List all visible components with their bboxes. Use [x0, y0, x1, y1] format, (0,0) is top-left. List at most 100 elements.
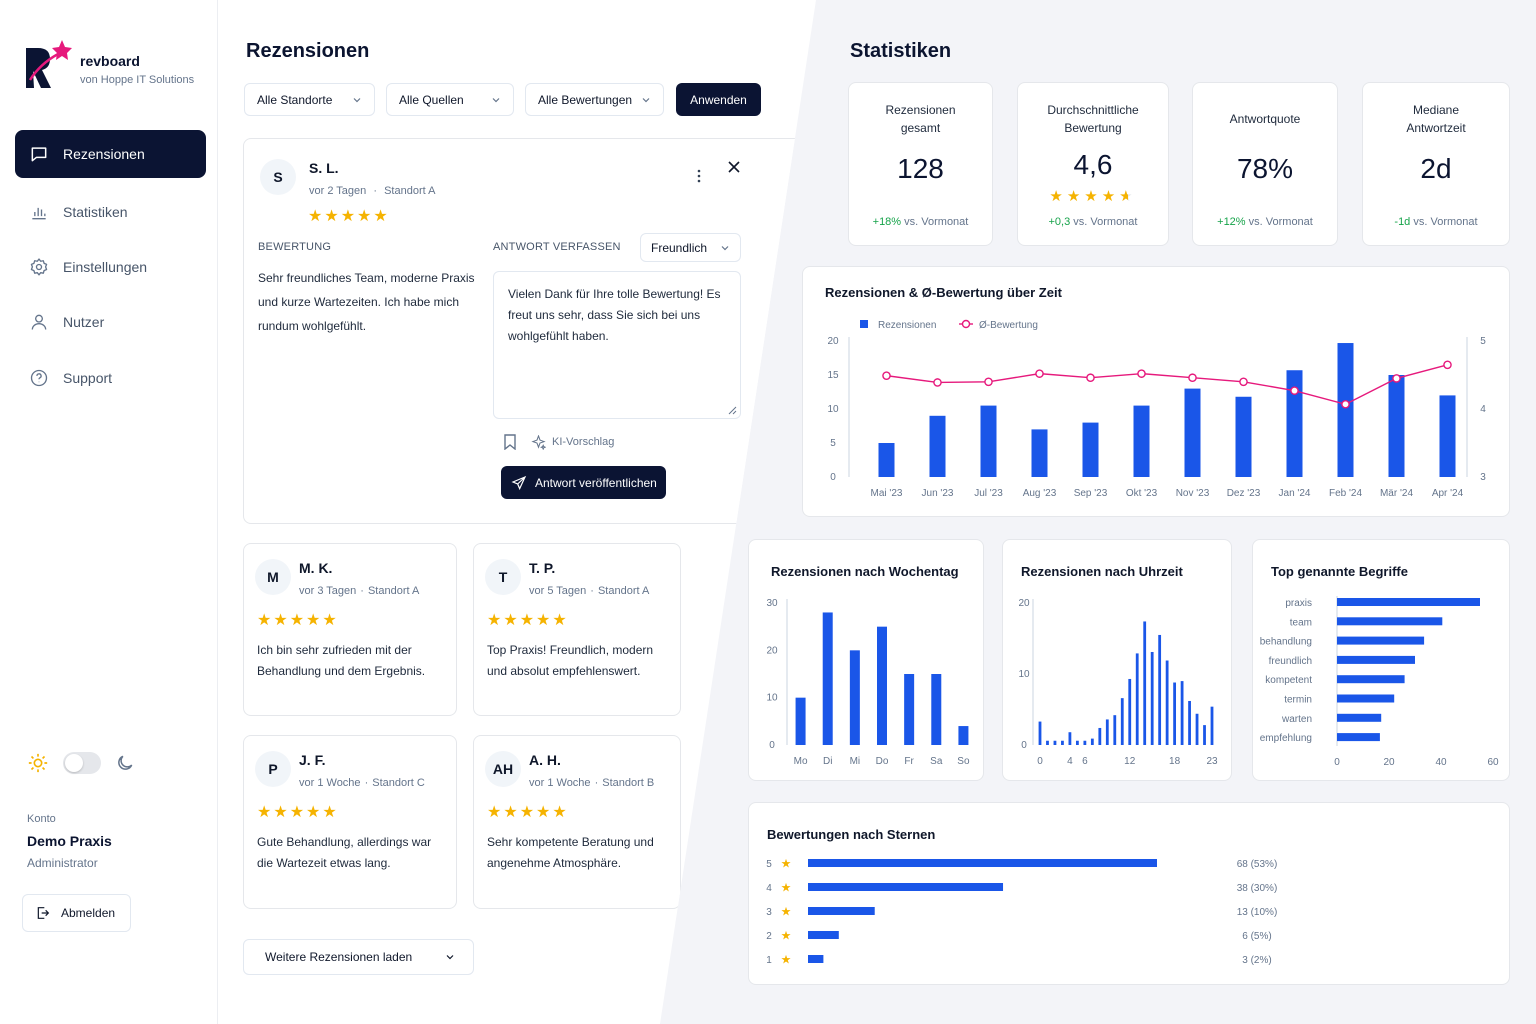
- bar: [929, 415, 946, 477]
- bar: [1337, 636, 1425, 645]
- kpi-delta: -1d vs. Vormonat: [1394, 216, 1478, 228]
- more-vertical-icon[interactable]: [692, 168, 706, 184]
- data-label: 38 (30%): [1237, 883, 1278, 894]
- y2-tick-label: 4: [1480, 404, 1486, 415]
- reply-textarea[interactable]: Vielen Dank für Ihre tolle Bewertung! Es…: [493, 271, 741, 419]
- bar: [1439, 395, 1456, 477]
- tone-select[interactable]: Freundlich: [640, 233, 741, 262]
- resize-handle-icon[interactable]: [728, 406, 737, 415]
- rating-filter[interactable]: Alle Bewertungen: [525, 83, 664, 116]
- bar: [931, 674, 942, 745]
- nav-item-nutzer[interactable]: Nutzer: [15, 298, 206, 346]
- y-tick-label: 0: [1021, 740, 1027, 751]
- kpi-label: Rezensionen gesamt: [885, 103, 956, 135]
- review-location: Standort A: [367, 585, 420, 597]
- bar: [1210, 706, 1214, 745]
- kpi-card-response-rate: Antwortquote 78% +12% vs. Vormonat: [1192, 82, 1338, 246]
- bar: [1337, 655, 1415, 664]
- bar: [849, 650, 860, 745]
- review-meta: vor 5 Tagen · Standort A: [529, 585, 650, 597]
- review-text: Top Praxis! Freundlich, modern und absol…: [487, 643, 654, 678]
- y-tick-label: 2: [766, 931, 772, 942]
- review-text: Gute Behandlung, allerdings war die Wart…: [257, 835, 432, 870]
- review-meta: vor 1 Woche · Standort B: [529, 777, 655, 789]
- chart-terms: praxis team behandlung freundlich kompetent t…: [1260, 596, 1499, 768]
- data-label: 13 (10%): [1237, 907, 1278, 918]
- chevron-down-icon: [446, 955, 454, 960]
- nav-item-rezensionen[interactable]: Rezensionen: [15, 130, 206, 178]
- reviews-panel: revboard von Hoppe IT Solutions Rezensio…: [0, 0, 816, 1024]
- review-time: vor 1 Woche: [299, 777, 361, 789]
- bar: [1337, 675, 1405, 684]
- source-filter[interactable]: Alle Quellen: [386, 83, 514, 116]
- bar-chart-icon: [32, 207, 46, 220]
- x-tick-label: Mär '24: [1380, 488, 1413, 499]
- x-tick-label: Jul '23: [974, 488, 1003, 499]
- y-tick-label: 10: [1018, 669, 1030, 680]
- y-tick-label: 15: [827, 370, 839, 381]
- logout-icon: [37, 907, 50, 919]
- reviewer-name: A. H.: [529, 752, 561, 768]
- bar: [1143, 621, 1147, 745]
- bookmark-icon[interactable]: [503, 434, 517, 450]
- bar: [1337, 617, 1443, 626]
- x-tick-label: 0: [1334, 757, 1340, 768]
- line-point: [1188, 373, 1197, 383]
- theme-toggle[interactable]: [63, 752, 101, 774]
- ai-suggestion-button[interactable]: KI-Vorschlag: [531, 434, 614, 450]
- bar: [1053, 740, 1057, 745]
- review-location: Standort C: [372, 777, 425, 789]
- star-rating: ★★★★★: [257, 612, 339, 629]
- x-tick-label: Feb '24: [1329, 488, 1362, 499]
- reply-tools: KI-Vorschlag: [503, 434, 614, 450]
- apply-button[interactable]: Anwenden: [676, 83, 761, 116]
- review-meta: vor 2 Tagen · Standort A: [309, 185, 436, 197]
- sidebar: revboard von Hoppe IT Solutions Rezensio…: [0, 0, 218, 1024]
- chart-title: Rezensionen & Ø-Bewertung über Zeit: [825, 285, 1062, 300]
- kpi-label: Antwortquote: [1229, 112, 1301, 126]
- x-tick-label: Jun '23: [922, 488, 954, 499]
- x-tick-label: Mai '23: [871, 488, 903, 499]
- chart-panel-stars: Bewertungen nach Sternen 5 ★ 68 (53%) 4 ★ 38 …: [748, 802, 1510, 985]
- x-tick-label: 20: [1383, 757, 1395, 768]
- nav-item-support[interactable]: Support: [15, 354, 206, 402]
- x-tick-label: Di: [823, 756, 832, 767]
- review-location: Standort A: [384, 185, 436, 197]
- moon-icon[interactable]: [115, 753, 135, 773]
- sun-icon[interactable]: [27, 752, 49, 774]
- star-rating: ★★★★★: [308, 208, 390, 225]
- review-time: vor 2 Tagen: [309, 185, 367, 197]
- logout-button[interactable]: Abmelden: [22, 894, 131, 932]
- y2-tick-label: 3: [1480, 472, 1486, 483]
- star-rating: ★★★★★: [1049, 188, 1137, 205]
- x-tick-label: Do: [876, 756, 889, 767]
- bar: [1203, 725, 1206, 745]
- x-tick-label: Aug '23: [1023, 488, 1057, 499]
- bar: [1184, 388, 1201, 477]
- line-point: [933, 378, 942, 387]
- nav-item-label: Rezensionen: [63, 146, 145, 162]
- y-tick-label: 20: [827, 336, 839, 347]
- bar: [822, 612, 833, 745]
- nav-item-statistiken[interactable]: Statistiken: [15, 188, 206, 236]
- chart-title: Bewertungen nach Sternen: [767, 827, 936, 842]
- kpi-value: 78%: [1236, 153, 1294, 184]
- publish-reply-button[interactable]: Antwort veröffentlichen: [501, 466, 666, 499]
- load-more-button[interactable]: Weitere Rezensionen laden: [243, 939, 474, 975]
- line-point: [882, 371, 891, 380]
- reviewer-name: J. F.: [299, 752, 326, 768]
- y-tick-label: kompetent: [1265, 675, 1312, 686]
- nav-item-einstellungen[interactable]: Einstellungen: [15, 243, 206, 291]
- bar: [1083, 740, 1087, 745]
- line-point: [1086, 373, 1095, 383]
- filter-value: Alle Quellen: [399, 92, 464, 107]
- review-time: vor 1 Woche: [529, 777, 591, 789]
- y-tick-label: 3: [766, 907, 772, 918]
- location-filter[interactable]: Alle Standorte: [244, 83, 375, 116]
- legend-label: Ø-Bewertung: [979, 320, 1038, 331]
- close-icon[interactable]: [727, 160, 741, 174]
- user-icon: [31, 314, 47, 330]
- bar: [1135, 653, 1139, 745]
- chart-title: Top genannte Begriffe: [1271, 564, 1408, 579]
- bar: [1337, 343, 1354, 477]
